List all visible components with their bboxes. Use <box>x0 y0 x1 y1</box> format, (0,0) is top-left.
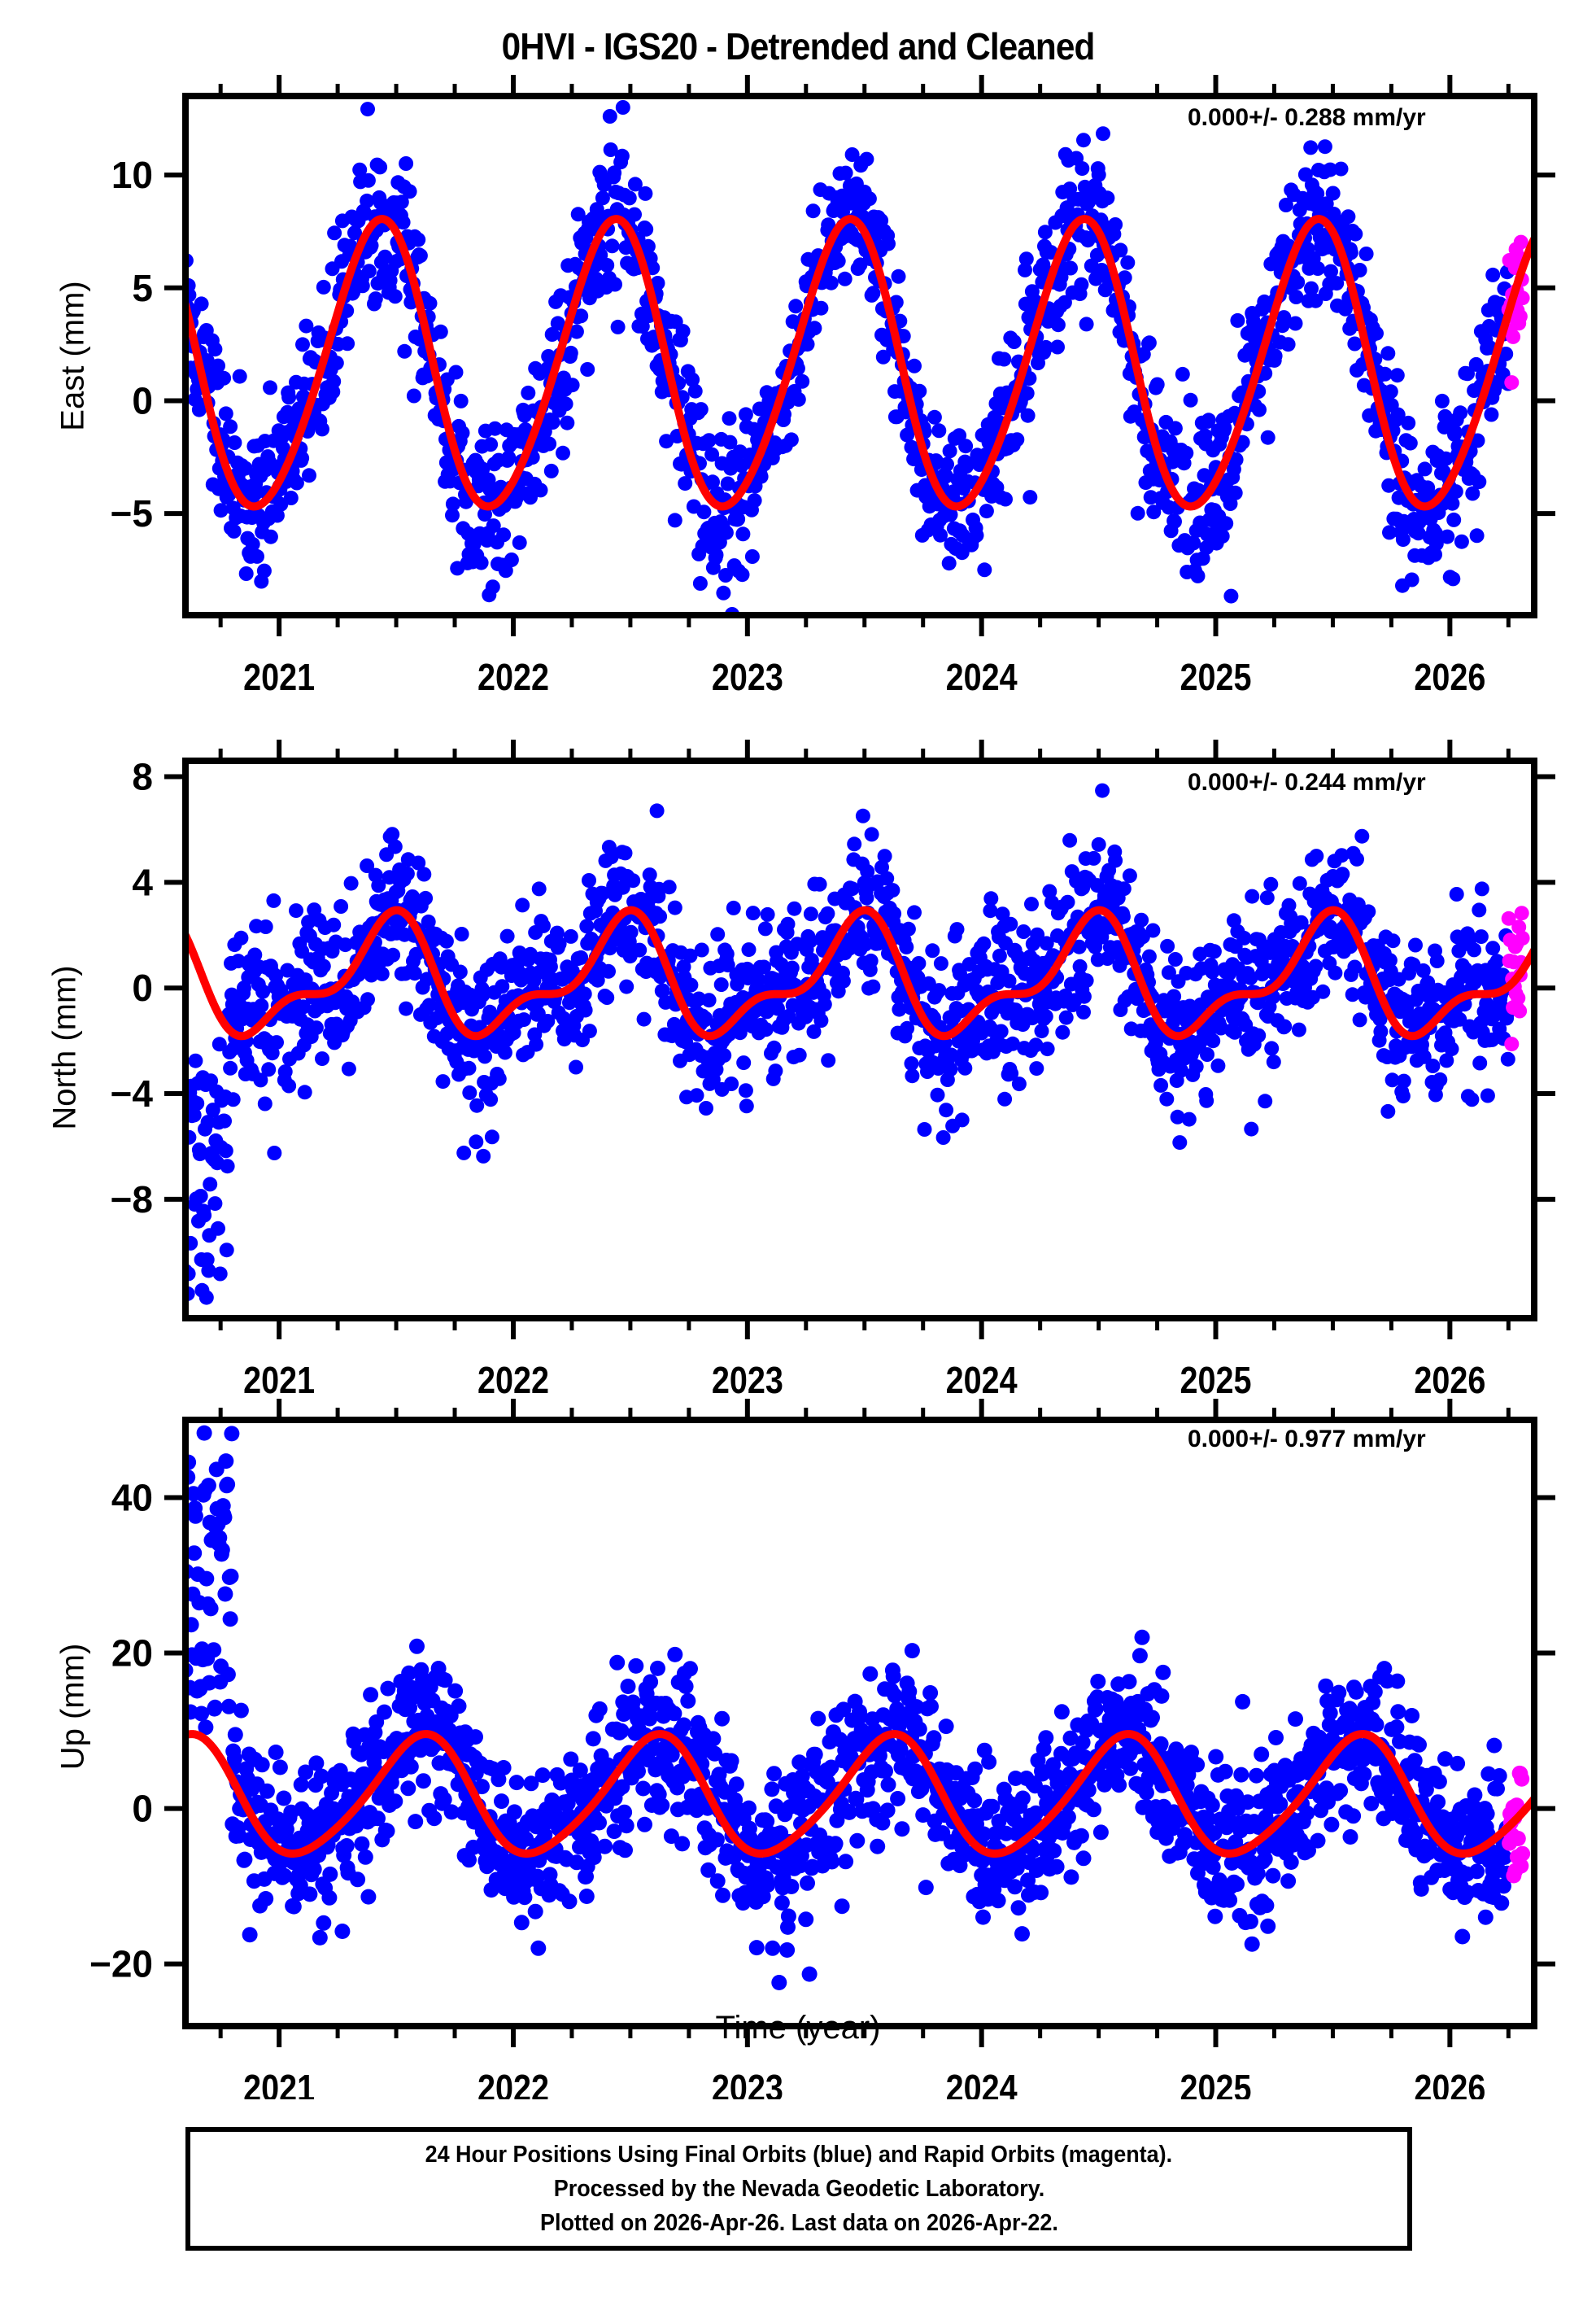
caption-line-1: 24 Hour Positions Using Final Orbits (bl… <box>425 2141 1173 2168</box>
x-tick-label: 2021 <box>243 1360 315 1400</box>
y-tick-label: 0 <box>132 379 153 421</box>
caption-box: 24 Hour Positions Using Final Orbits (bl… <box>185 2127 1412 2251</box>
x-tick-label: 2022 <box>477 1360 549 1400</box>
x-tick-label: 2026 <box>1414 1360 1485 1400</box>
x-tick-label: 2026 <box>1414 657 1485 692</box>
x-tick-label: 2024 <box>946 657 1018 692</box>
y-tick-label: 10 <box>111 154 153 196</box>
y-axis-label-east: East (mm) <box>55 281 91 431</box>
x-tick-label: 2022 <box>477 657 549 692</box>
y-axis-label-up: Up (mm) <box>55 1643 91 1771</box>
y-tick-label: 4 <box>132 861 153 903</box>
caption-line-3: Plotted on 2026-Apr-26. Last data on 202… <box>539 2210 1058 2237</box>
x-tick-label: 2026 <box>1414 2068 1485 2099</box>
y-tick-label: 8 <box>132 755 153 797</box>
x-tick-label: 2025 <box>1180 657 1252 692</box>
x-tick-label: 2021 <box>243 2068 315 2099</box>
x-tick-label: 2021 <box>243 657 315 692</box>
x-tick-label: 2024 <box>946 1360 1018 1400</box>
rate-annotation-up: 0.000+/- 0.977 mm/yr <box>1188 1426 1426 1452</box>
x-tick-label: 2025 <box>1180 1360 1252 1400</box>
y-tick-label: 0 <box>132 1788 153 1830</box>
x-tick-label: 2023 <box>712 1360 783 1400</box>
x-tick-label: 2023 <box>712 657 783 692</box>
y-tick-label: 5 <box>132 267 153 309</box>
x-tick-label: 2025 <box>1180 2068 1252 2099</box>
x-tick-label: 2023 <box>712 2068 783 2099</box>
caption-line-2: Processed by the Nevada Geodetic Laborat… <box>553 2175 1044 2202</box>
panel-north: 2021 2022 2023 2024 2025 2026 8 4 0 −4 −8 <box>0 716 1596 1400</box>
plot-area-north[interactable]: 2021 2022 2023 2024 2025 2026 8 4 0 −4 −8 <box>0 716 1596 1400</box>
y-tick-label: −20 <box>89 1943 153 1985</box>
y-tick-label: 40 <box>111 1477 153 1519</box>
plot-area-east[interactable]: 2021 2022 2023 2024 2025 2026 10 5 0 −5 <box>0 0 1596 692</box>
plot-area-up[interactable]: 2021 2022 2023 2024 2025 2026 40 20 0 −20 <box>0 1383 1596 2099</box>
y-tick-label: −5 <box>111 492 153 535</box>
y-tick-label: −4 <box>111 1072 154 1115</box>
panel-up: 2021 2022 2023 2024 2025 2026 40 20 0 −20 <box>0 1383 1596 2099</box>
x-tick-label: 2022 <box>477 2068 549 2099</box>
panel-east: 2021 2022 2023 2024 2025 2026 10 5 0 −5 <box>0 0 1596 692</box>
rate-annotation-north: 0.000+/- 0.244 mm/yr <box>1188 769 1426 796</box>
rate-annotation-east: 0.000+/- 0.288 mm/yr <box>1188 104 1426 131</box>
y-tick-label: 0 <box>132 967 153 1009</box>
y-tick-label: 20 <box>111 1632 153 1675</box>
figure-title: 0HVI - IGS20 - Detrended and Cleaned <box>501 25 1096 68</box>
x-axis-label: Time (year) <box>715 2010 881 2046</box>
x-tick-label: 2024 <box>946 2068 1018 2099</box>
y-axis-label-north: North (mm) <box>46 965 83 1130</box>
y-tick-label: −8 <box>111 1178 153 1221</box>
